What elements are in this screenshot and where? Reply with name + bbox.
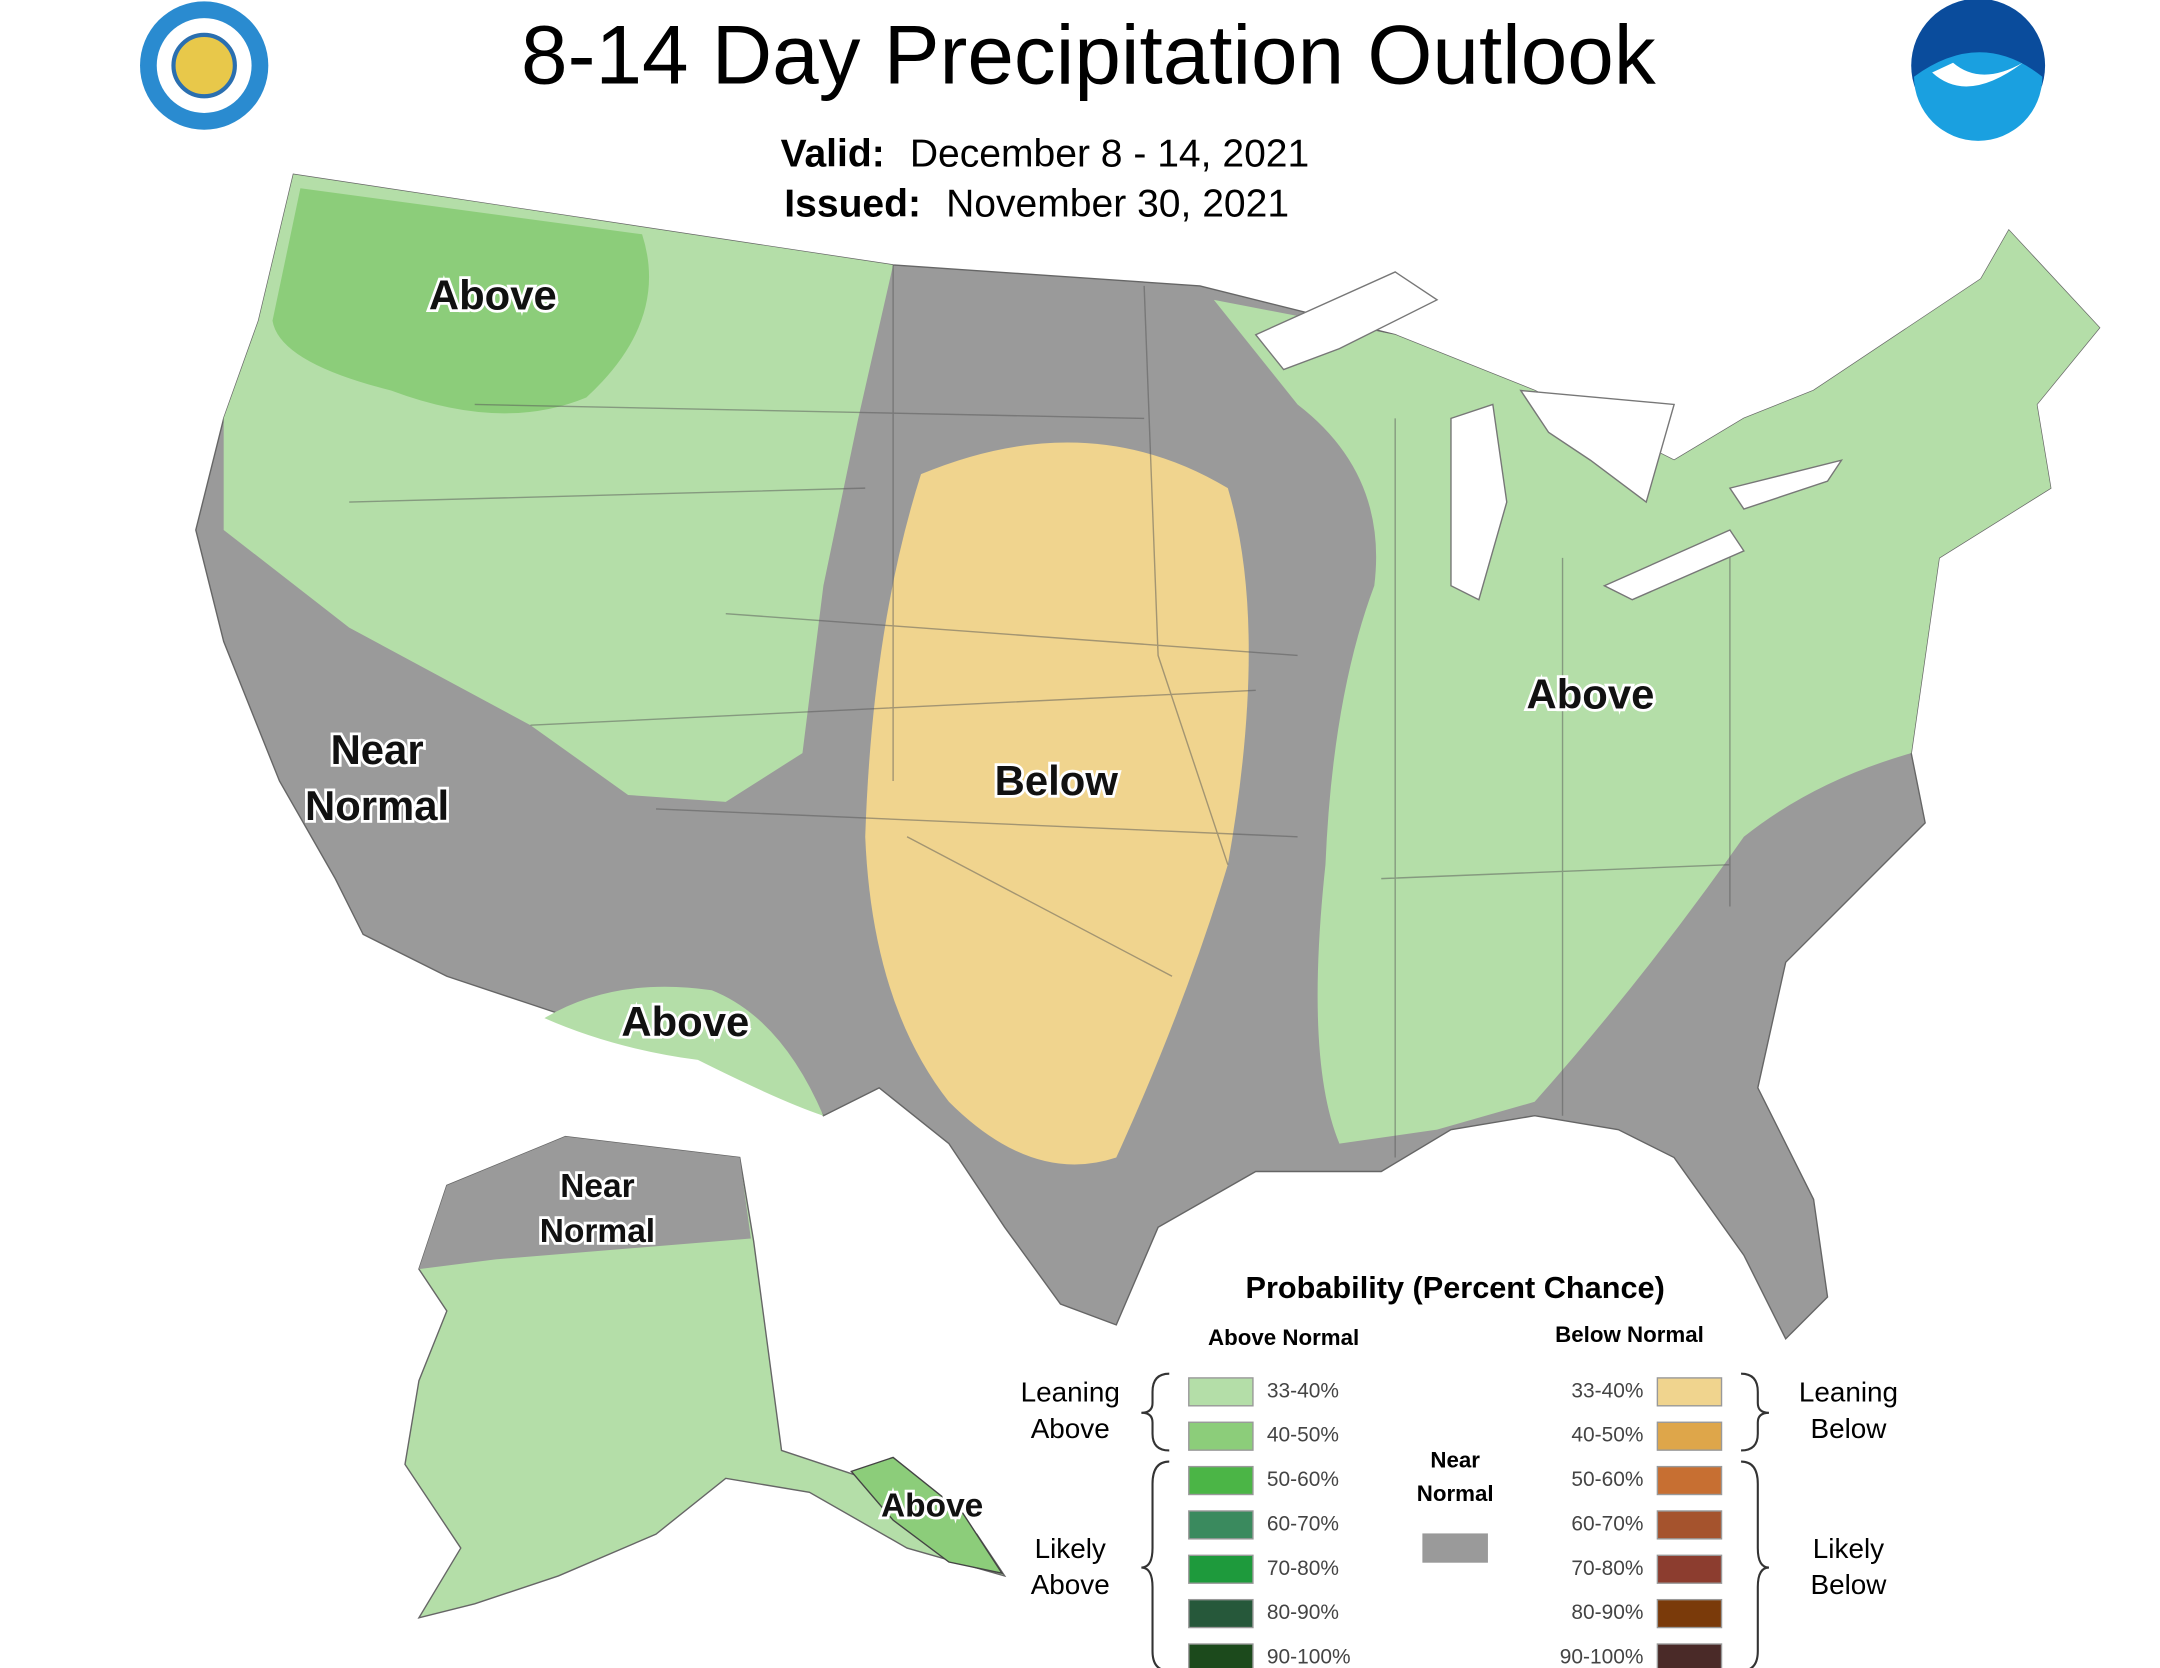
noaa-logo <box>1911 0 2046 141</box>
great-lakes <box>1254 271 1844 601</box>
alaska-above-40 <box>850 1456 1004 1575</box>
legend-item-label: 40-50% <box>1571 1424 1643 1447</box>
legend-leaning-above-line: Above <box>1031 1413 1110 1444</box>
legend-likely-above-line: Likely <box>1035 1533 1106 1564</box>
legend-likely-below: Likely Below <box>1810 1533 1887 1600</box>
alaska-near-normal <box>418 1136 751 1270</box>
valid-label: Valid: <box>781 133 885 176</box>
legend-swatch <box>1188 1377 1254 1407</box>
legend-swatch <box>1656 1465 1723 1496</box>
legend-item-label: 90-100% <box>1267 1645 1351 1668</box>
legend-likely-below-line: Below <box>1810 1569 1887 1600</box>
region-label-line: Near <box>331 726 424 773</box>
legend-leaning-below-line: Leaning <box>1799 1377 1898 1408</box>
legend-item-label: 60-70% <box>1571 1512 1643 1535</box>
legend-swatch <box>1188 1465 1254 1496</box>
state-lines <box>349 264 1731 1158</box>
legend-item-label: 60-70% <box>1267 1512 1339 1535</box>
region-label: Above <box>429 272 557 319</box>
legend-item-label: 80-90% <box>1267 1601 1339 1624</box>
region-label: Near Normal <box>540 1168 655 1250</box>
region-label: Above <box>621 998 749 1045</box>
region-label: Near Normal <box>305 726 449 829</box>
legend-swatch <box>1188 1510 1254 1540</box>
region-label-line: Above <box>621 998 749 1045</box>
plains-below <box>865 442 1249 1165</box>
legend-swatch <box>1656 1643 1723 1668</box>
region-label: Below <box>995 757 1119 804</box>
legend-swatch <box>1656 1421 1723 1451</box>
legend-near-normal-line: Near <box>1430 1447 1480 1472</box>
legend-item-label: 70-80% <box>1267 1557 1339 1580</box>
legend-swatch <box>1188 1598 1254 1629</box>
legend-above-header: Above Normal <box>1208 1325 1359 1350</box>
issued-date: November 30, 2021 <box>946 183 1289 226</box>
legend-leaning-below-line: Below <box>1810 1413 1887 1444</box>
legend-leaning-below: Leaning Below <box>1799 1377 1898 1444</box>
region-label-line: Near <box>560 1168 634 1205</box>
legend-near-normal: Near Normal <box>1417 1447 1494 1505</box>
legend-likely-below-line: Likely <box>1813 1533 1884 1564</box>
alaska-leaning-above <box>404 1135 1007 1619</box>
region-label-line: Above <box>429 272 557 319</box>
region-label-line: Below <box>995 757 1119 804</box>
east-leaning-above <box>1213 230 2100 1144</box>
legend-below-header: Below Normal <box>1555 1322 1704 1347</box>
nw-above-40 <box>272 188 650 414</box>
region-label: Above <box>881 1487 983 1524</box>
region-label-line: Normal <box>305 782 449 829</box>
legend-likely-above-line: Above <box>1031 1569 1110 1600</box>
region-label: Above <box>1527 670 1655 717</box>
legend-leaning-above-line: Leaning <box>1021 1377 1120 1408</box>
legend-swatch <box>1656 1510 1723 1540</box>
legend-leaning-above: Leaning Above <box>1021 1377 1120 1444</box>
legend-item-label: 90-100% <box>1560 1645 1644 1668</box>
region-label-line: Normal <box>540 1213 655 1250</box>
legend-swatch <box>1656 1598 1723 1629</box>
doc-logo <box>140 1 269 130</box>
region-label-line: Above <box>1527 670 1655 717</box>
legend-likely-above: Likely Above <box>1031 1533 1110 1600</box>
legend-item-label: 33-40% <box>1571 1379 1643 1402</box>
legend-near-normal-line: Normal <box>1417 1481 1494 1506</box>
legend-item-label: 40-50% <box>1267 1424 1339 1447</box>
legend-item-label: 50-60% <box>1267 1468 1339 1491</box>
legend-item-label: 50-60% <box>1571 1468 1643 1491</box>
legend-swatch <box>1422 1533 1488 1563</box>
legend-item-label: 33-40% <box>1267 1379 1339 1402</box>
legend-title: Probability (Percent Chance) <box>1246 1270 1665 1305</box>
legend-swatch <box>1188 1643 1254 1668</box>
sw-leaning-above <box>544 986 824 1116</box>
title: 8-14 Day Precipitation Outlook <box>521 7 1656 101</box>
region-label-line: Above <box>881 1487 983 1524</box>
legend-item-label: 70-80% <box>1571 1557 1643 1580</box>
valid-date: December 8 - 14, 2021 <box>910 133 1309 176</box>
issued-label: Issued: <box>784 183 921 226</box>
legend-item-label: 80-90% <box>1571 1601 1643 1624</box>
legend-swatch <box>1656 1554 1723 1584</box>
legend-swatch <box>1656 1377 1723 1407</box>
legend-swatch <box>1188 1421 1254 1451</box>
legend-swatch <box>1188 1554 1254 1584</box>
